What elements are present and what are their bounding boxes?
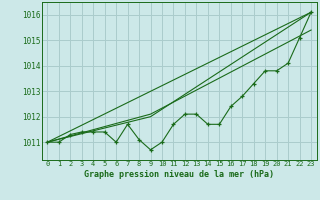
X-axis label: Graphe pression niveau de la mer (hPa): Graphe pression niveau de la mer (hPa) bbox=[84, 170, 274, 179]
